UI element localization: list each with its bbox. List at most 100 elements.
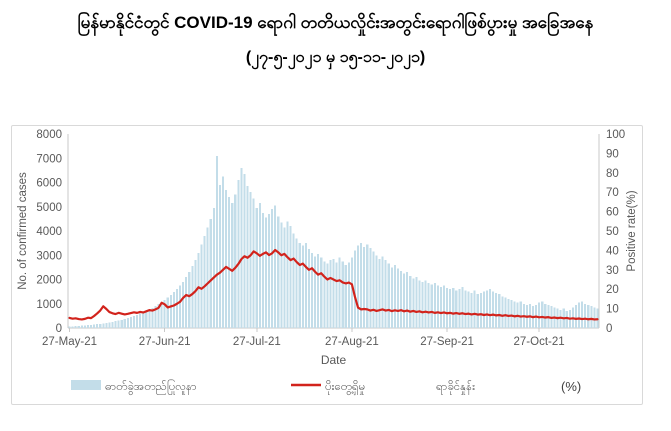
- bar: [409, 275, 412, 328]
- bar: [182, 281, 185, 329]
- bar: [231, 203, 234, 328]
- bar: [218, 184, 221, 328]
- bar: [436, 285, 439, 328]
- legend-bar-swatch: [71, 380, 101, 390]
- bar: [584, 303, 587, 328]
- bar: [323, 261, 326, 328]
- bar: [292, 233, 295, 328]
- bar: [479, 292, 482, 328]
- bar: [237, 180, 240, 328]
- bar: [194, 260, 197, 328]
- bar: [427, 283, 430, 328]
- chart-title: မြန်မာနိုင်ငံတွင် COVID-19 ရောဂါ တတိယလှိ…: [0, 10, 671, 70]
- bar: [139, 313, 142, 328]
- bar: [403, 273, 406, 328]
- bar: [504, 297, 507, 328]
- bar: [188, 272, 191, 328]
- bar: [492, 291, 495, 329]
- right-axis-title: Positive rate(%): [626, 190, 638, 271]
- bar: [507, 298, 510, 328]
- bar: [93, 324, 96, 328]
- bar: [538, 302, 541, 328]
- bar: [498, 294, 501, 328]
- chart-title-line1: မြန်မာနိုင်ငံတွင် COVID-19 ရောဂါ တတိယလှိ…: [77, 13, 594, 32]
- bar: [488, 289, 492, 328]
- bar: [240, 167, 243, 328]
- bar: [501, 296, 504, 328]
- bar: [301, 245, 304, 328]
- bar: [455, 290, 458, 328]
- bar: [123, 318, 126, 328]
- right-axis-tick-label: 10: [606, 304, 619, 316]
- bar: [406, 272, 409, 328]
- bar: [353, 250, 357, 328]
- bar: [578, 302, 581, 328]
- legend-unit-label: (%): [561, 379, 581, 394]
- bar: [221, 176, 225, 328]
- bar: [197, 252, 200, 328]
- bar: [360, 243, 363, 329]
- bar: [458, 289, 461, 328]
- bar: [418, 280, 421, 328]
- bar: [473, 290, 476, 328]
- bar: [341, 261, 344, 328]
- bar: [482, 291, 485, 329]
- bar: [83, 325, 86, 328]
- bar: [142, 312, 145, 328]
- right-axis-tick-label: 40: [606, 245, 619, 257]
- bar: [74, 325, 77, 328]
- left-axis-tick-label: 3000: [36, 250, 62, 262]
- bar: [160, 302, 163, 328]
- bar: [283, 227, 286, 328]
- bar: [86, 325, 89, 328]
- bar: [581, 301, 584, 328]
- bar: [541, 301, 544, 328]
- bar: [387, 263, 390, 328]
- bar: [68, 326, 71, 328]
- bar: [369, 247, 372, 328]
- bar: [191, 266, 194, 328]
- bar: [378, 258, 381, 328]
- left-axis-tick-label: 4000: [36, 226, 62, 238]
- bar: [344, 264, 347, 328]
- bar: [317, 254, 320, 328]
- bar: [185, 277, 188, 328]
- bar: [249, 192, 252, 328]
- bar: [108, 322, 111, 328]
- right-axis-tick-label: 100: [606, 129, 625, 141]
- legend-bar-label: ဓာတ်ခွဲအတည်ပြုလူနာ: [105, 379, 197, 395]
- bar: [203, 235, 206, 328]
- bar: [280, 222, 283, 328]
- bar: [172, 292, 175, 328]
- bar: [154, 306, 157, 328]
- bar: [157, 304, 160, 329]
- left-axis-tick-label: 7000: [36, 153, 62, 165]
- bar: [252, 198, 255, 328]
- bar: [544, 303, 547, 328]
- bar: [132, 316, 136, 328]
- x-axis-tick-label: 27-Aug-21: [325, 336, 379, 348]
- bar: [136, 314, 139, 328]
- bar: [375, 255, 378, 328]
- bar: [461, 286, 464, 329]
- bar: [234, 194, 237, 329]
- bar: [320, 257, 323, 329]
- bar: [587, 304, 590, 328]
- bar: [243, 174, 246, 328]
- bar: [289, 226, 292, 328]
- bar: [565, 311, 568, 329]
- bar: [261, 212, 264, 328]
- x-axis-tick-label: 27-Jul-21: [233, 336, 281, 348]
- right-axis-tick-label: 20: [606, 284, 619, 296]
- bar: [166, 297, 169, 328]
- bar: [258, 203, 261, 328]
- bar: [96, 324, 99, 328]
- bar: [446, 287, 449, 328]
- left-axis-tick-label: 2000: [36, 275, 62, 287]
- bar: [264, 217, 268, 328]
- bar: [390, 267, 393, 329]
- left-axis-title: No. of confirmed cases: [17, 172, 29, 290]
- bar: [307, 249, 310, 328]
- bar: [399, 271, 403, 328]
- bar: [212, 207, 215, 328]
